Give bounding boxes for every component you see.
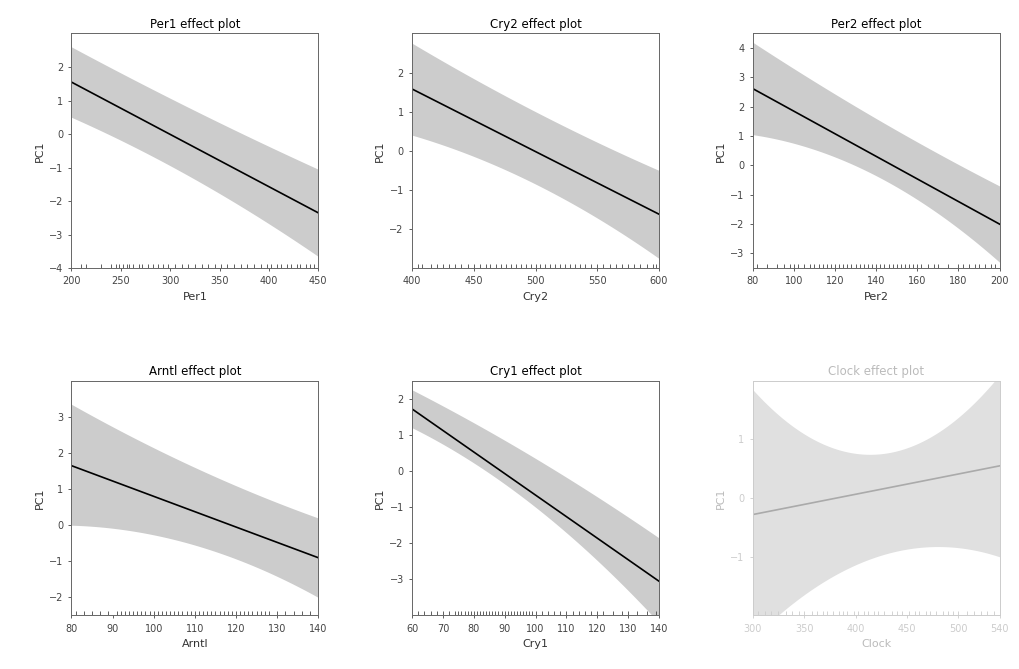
Y-axis label: PC1: PC1 bbox=[715, 488, 726, 509]
X-axis label: Cry2: Cry2 bbox=[522, 292, 548, 302]
Title: Per2 effect plot: Per2 effect plot bbox=[830, 18, 920, 31]
X-axis label: Per1: Per1 bbox=[182, 292, 207, 302]
Y-axis label: PC1: PC1 bbox=[375, 140, 385, 161]
Y-axis label: PC1: PC1 bbox=[35, 140, 45, 161]
Title: Clock effect plot: Clock effect plot bbox=[827, 365, 923, 378]
Title: Cry1 effect plot: Cry1 effect plot bbox=[489, 365, 581, 378]
Y-axis label: PC1: PC1 bbox=[375, 488, 385, 509]
Title: Cry2 effect plot: Cry2 effect plot bbox=[489, 18, 581, 31]
Y-axis label: PC1: PC1 bbox=[715, 140, 726, 161]
X-axis label: Clock: Clock bbox=[860, 640, 891, 650]
Title: Arntl effect plot: Arntl effect plot bbox=[149, 365, 240, 378]
Y-axis label: PC1: PC1 bbox=[35, 488, 45, 509]
X-axis label: Cry1: Cry1 bbox=[522, 640, 548, 650]
X-axis label: Per2: Per2 bbox=[863, 292, 888, 302]
Title: Per1 effect plot: Per1 effect plot bbox=[150, 18, 239, 31]
X-axis label: Arntl: Arntl bbox=[181, 640, 208, 650]
